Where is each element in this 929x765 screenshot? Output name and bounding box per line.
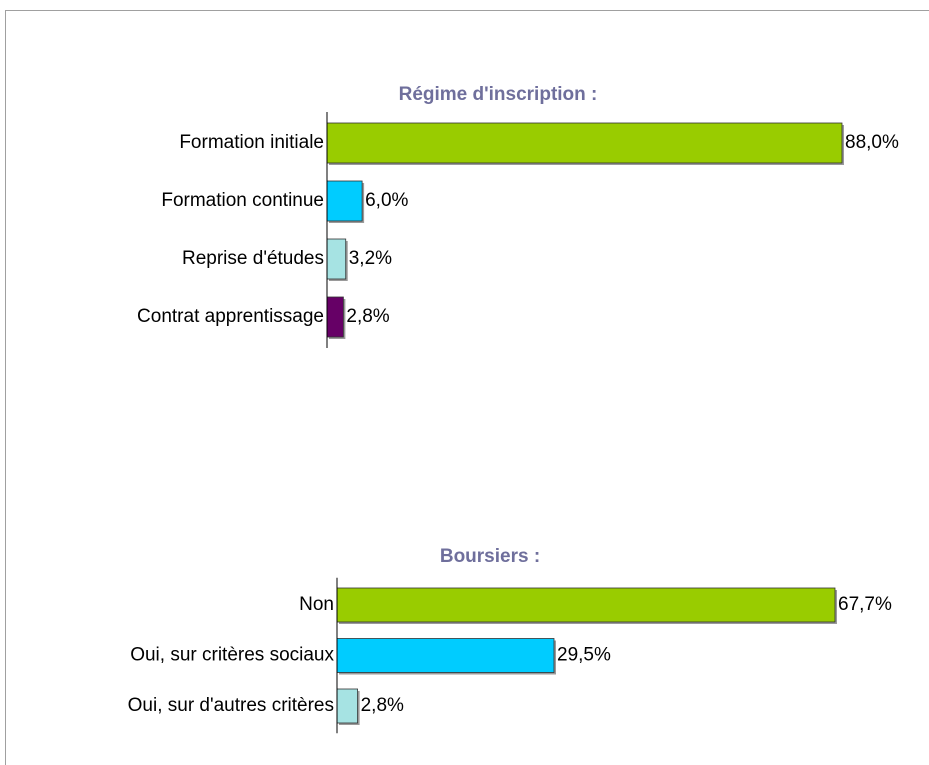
frame — [5, 10, 929, 765]
bar — [326, 180, 363, 222]
category-label: Formation continue — [161, 190, 324, 211]
value-label: 88,0% — [845, 132, 899, 153]
bar — [326, 238, 347, 280]
category-label: Non — [299, 594, 334, 615]
bar — [326, 122, 843, 164]
category-label: Formation initiale — [179, 132, 324, 153]
category-label: Reprise d'études — [182, 248, 324, 269]
category-label: Oui, sur critères sociaux — [130, 645, 334, 666]
chart-title: Boursiers : — [440, 546, 540, 567]
bar — [336, 638, 555, 673]
value-label: 3,2% — [349, 248, 392, 269]
bar — [326, 296, 344, 338]
value-label: 67,7% — [838, 594, 892, 615]
value-label: 2,8% — [346, 306, 389, 327]
value-label: 2,8% — [361, 695, 404, 716]
bar — [336, 688, 358, 724]
value-label: 6,0% — [365, 190, 408, 211]
category-label: Oui, sur d'autres critères — [128, 695, 334, 716]
chart-title: Régime d'inscription : — [399, 84, 598, 105]
category-label: Contrat apprentissage — [137, 306, 324, 327]
value-label: 29,5% — [557, 645, 611, 666]
bar — [336, 587, 836, 623]
